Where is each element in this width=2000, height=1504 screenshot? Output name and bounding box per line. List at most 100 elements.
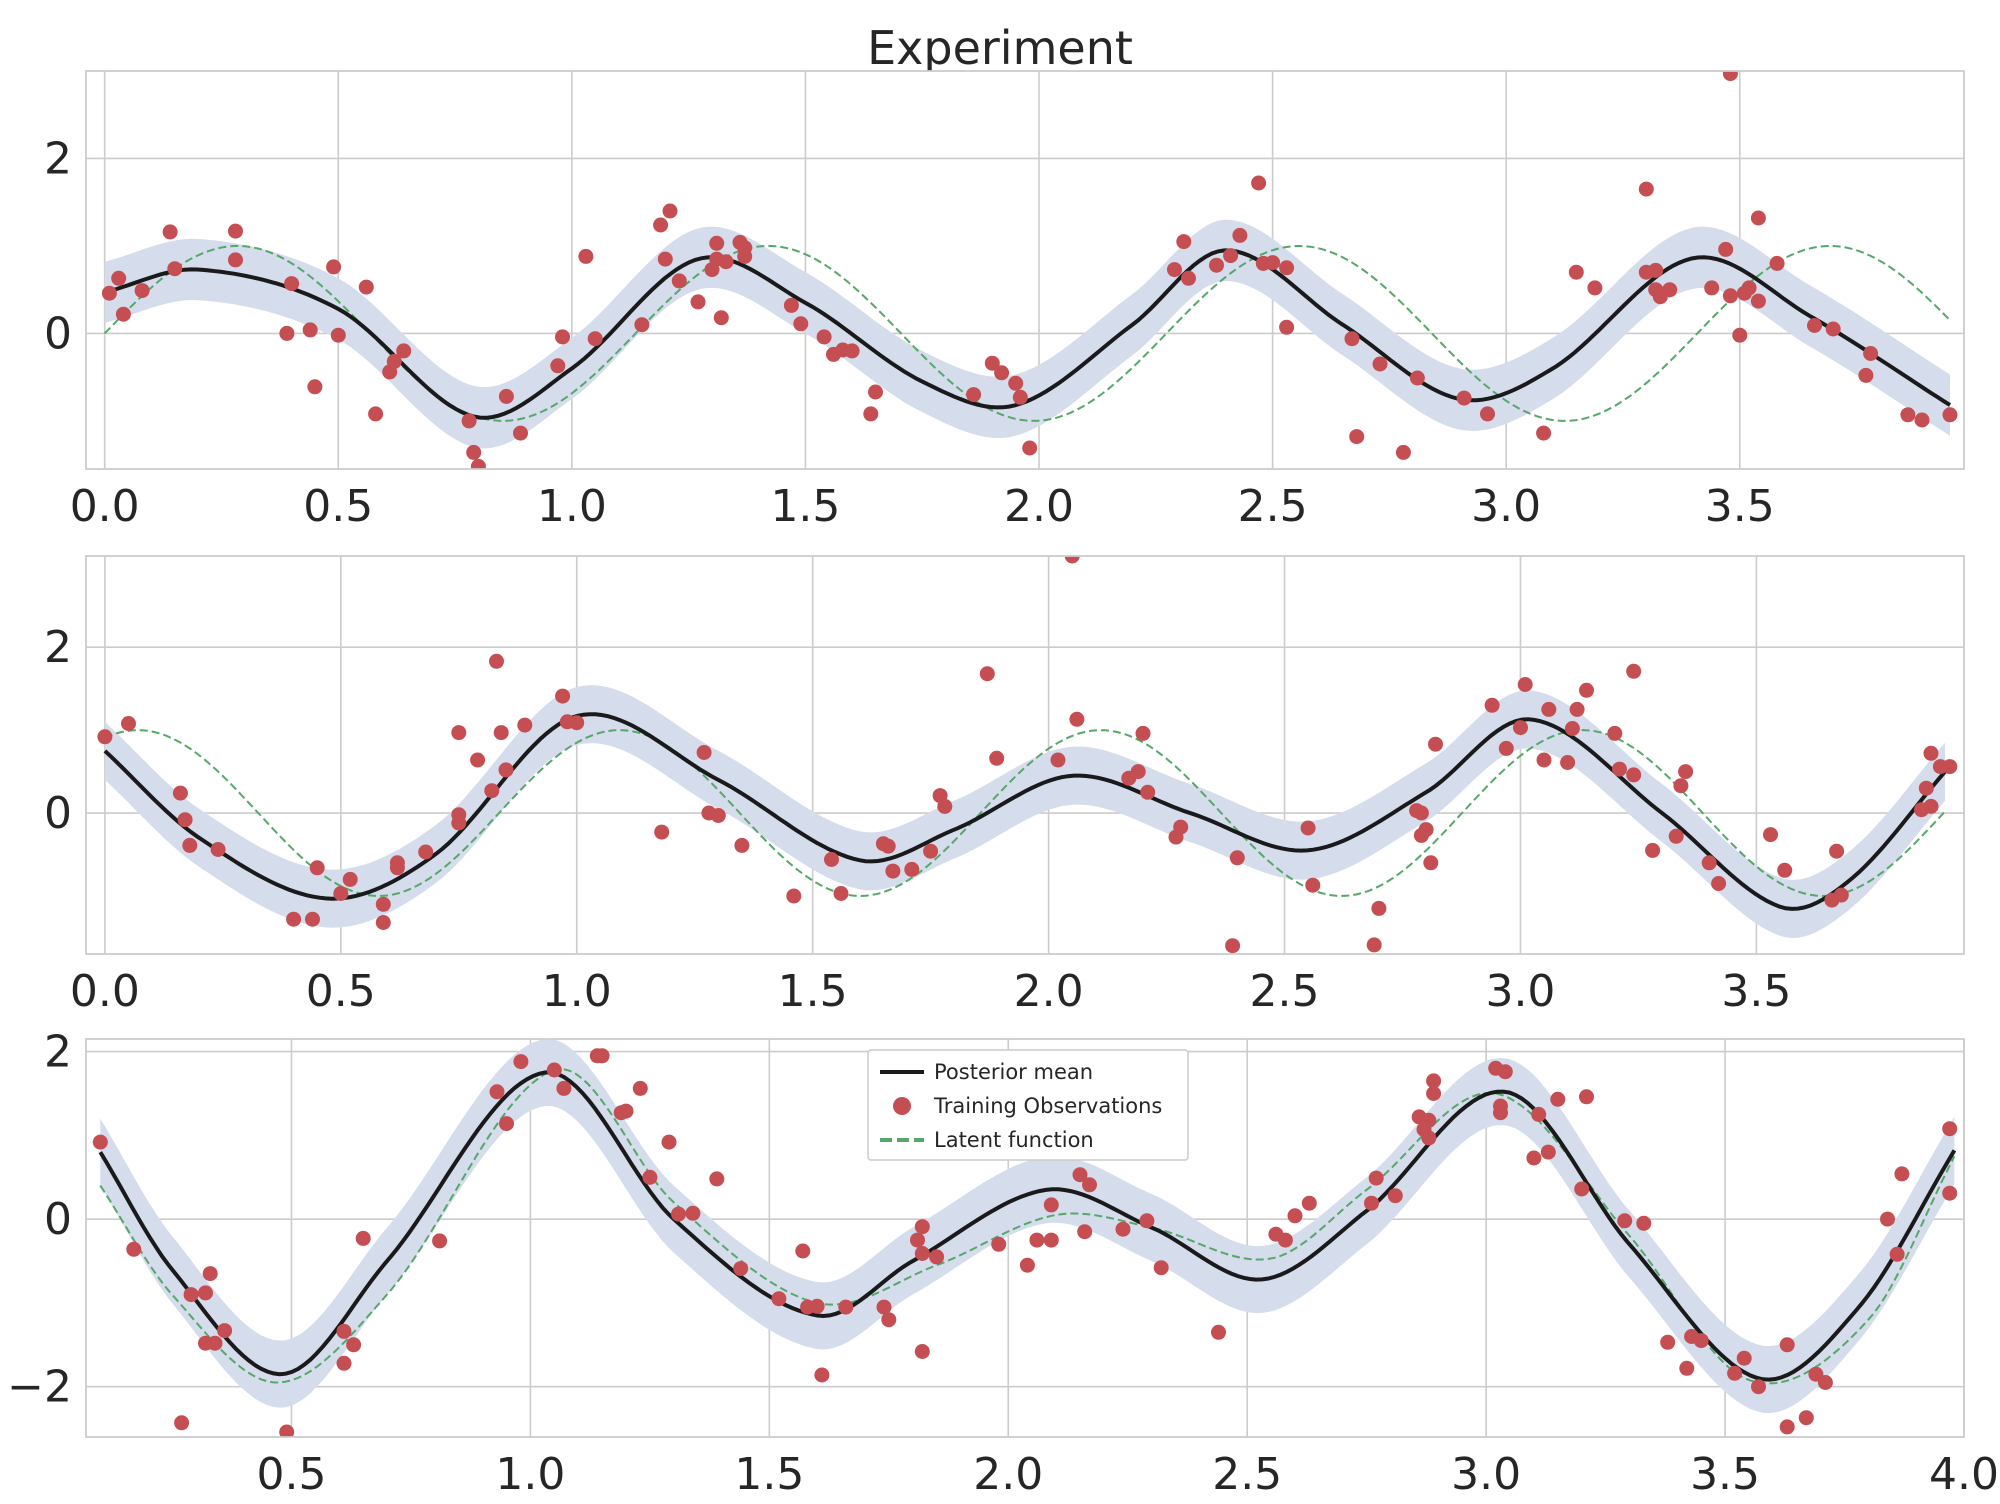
training-point	[914, 1246, 930, 1261]
training-point	[1704, 280, 1720, 296]
training-point	[1942, 1185, 1958, 1201]
training-point	[1779, 1337, 1795, 1353]
training-point	[1418, 822, 1434, 838]
x-tick-label: 3.0	[1485, 966, 1555, 1017]
training-point	[1305, 877, 1321, 893]
training-point	[386, 353, 402, 369]
training-point	[713, 310, 729, 326]
training-point	[989, 750, 1005, 766]
training-point	[793, 316, 809, 332]
training-point	[1763, 827, 1778, 843]
training-point	[1807, 318, 1822, 333]
training-point	[914, 1219, 930, 1235]
training-point	[1880, 1211, 1895, 1227]
training-point	[1072, 1167, 1088, 1183]
training-point	[432, 1233, 448, 1249]
training-point	[1364, 1195, 1379, 1211]
training-point	[833, 886, 849, 901]
training-point	[1914, 412, 1930, 428]
training-point	[498, 762, 514, 778]
training-point	[1817, 1375, 1833, 1390]
training-point	[1043, 1197, 1059, 1213]
training-point	[1484, 697, 1500, 713]
training-point	[634, 317, 650, 333]
x-tick-label: 0.5	[303, 481, 373, 532]
training-point	[1668, 828, 1684, 844]
training-point	[1536, 425, 1552, 441]
training-point	[642, 1169, 658, 1185]
training-point	[1732, 327, 1748, 343]
training-point	[1531, 1106, 1547, 1122]
x-tick-label: 1.5	[778, 966, 848, 1017]
training-point	[594, 1048, 610, 1064]
training-point	[330, 327, 346, 343]
x-tick-label: 3.5	[1705, 481, 1775, 532]
training-point	[1900, 407, 1916, 423]
training-point	[513, 1054, 529, 1070]
x-tick-label: 0.5	[256, 1449, 326, 1500]
training-point	[1750, 210, 1766, 226]
training-point	[466, 444, 482, 460]
confidence-band	[100, 1039, 1955, 1414]
training-point	[885, 863, 901, 879]
training-point	[396, 343, 412, 359]
training-point	[929, 1249, 945, 1265]
training-point	[1426, 1073, 1442, 1089]
training-point	[1569, 701, 1585, 717]
training-point	[355, 1230, 371, 1246]
plot-content	[101, 71, 1958, 469]
training-point	[126, 1241, 142, 1257]
figure-title: Experiment	[867, 21, 1133, 75]
training-point	[1513, 720, 1528, 736]
training-point	[1560, 755, 1576, 770]
axes-frame	[85, 1038, 1965, 1438]
training-point	[1564, 721, 1580, 736]
x-tick-label: 1.0	[542, 966, 612, 1017]
training-point	[489, 653, 504, 669]
training-point	[1587, 280, 1603, 296]
training-point	[937, 798, 953, 814]
training-point	[1008, 375, 1024, 391]
training-point	[1751, 1379, 1766, 1395]
training-point	[555, 688, 571, 704]
training-point	[1064, 556, 1080, 564]
training-point	[111, 270, 127, 286]
training-point	[1607, 725, 1623, 741]
training-point	[1395, 444, 1411, 460]
training-point	[1287, 1208, 1303, 1224]
training-point	[1612, 761, 1627, 777]
training-point	[358, 279, 374, 295]
x-tick-label: 2.5	[1238, 481, 1308, 532]
training-point	[1648, 262, 1664, 278]
training-point	[284, 276, 300, 292]
training-point	[326, 259, 342, 275]
training-point	[1409, 370, 1425, 386]
legend-label: Training Observations	[933, 1094, 1162, 1118]
training-point	[556, 1080, 572, 1096]
training-point	[121, 716, 136, 731]
training-point	[546, 1062, 562, 1078]
training-point	[1498, 740, 1514, 756]
training-point	[1050, 752, 1066, 768]
subplot-3: 0.5 1.0 1.5 2.0 2.5 3.0 3.5 4.0 −2 0 2 Posterior me…	[7, 1027, 1999, 1500]
training-point	[451, 815, 467, 831]
y-tick-label: 2	[44, 133, 72, 184]
training-point	[923, 843, 939, 859]
training-point	[1777, 862, 1793, 878]
training-point	[346, 1337, 362, 1353]
training-point	[555, 329, 570, 345]
training-point	[1426, 1086, 1442, 1101]
training-point	[115, 306, 131, 322]
training-point	[1693, 1333, 1709, 1349]
training-point	[1942, 407, 1958, 423]
training-point	[1711, 876, 1727, 891]
training-point	[1736, 1350, 1752, 1366]
training-point	[994, 365, 1010, 381]
training-point	[1423, 855, 1439, 871]
training-point	[979, 666, 995, 682]
training-point	[690, 294, 706, 310]
training-point	[685, 1205, 701, 1221]
training-point	[1741, 280, 1757, 296]
training-point	[1225, 938, 1241, 954]
training-point	[307, 379, 323, 395]
